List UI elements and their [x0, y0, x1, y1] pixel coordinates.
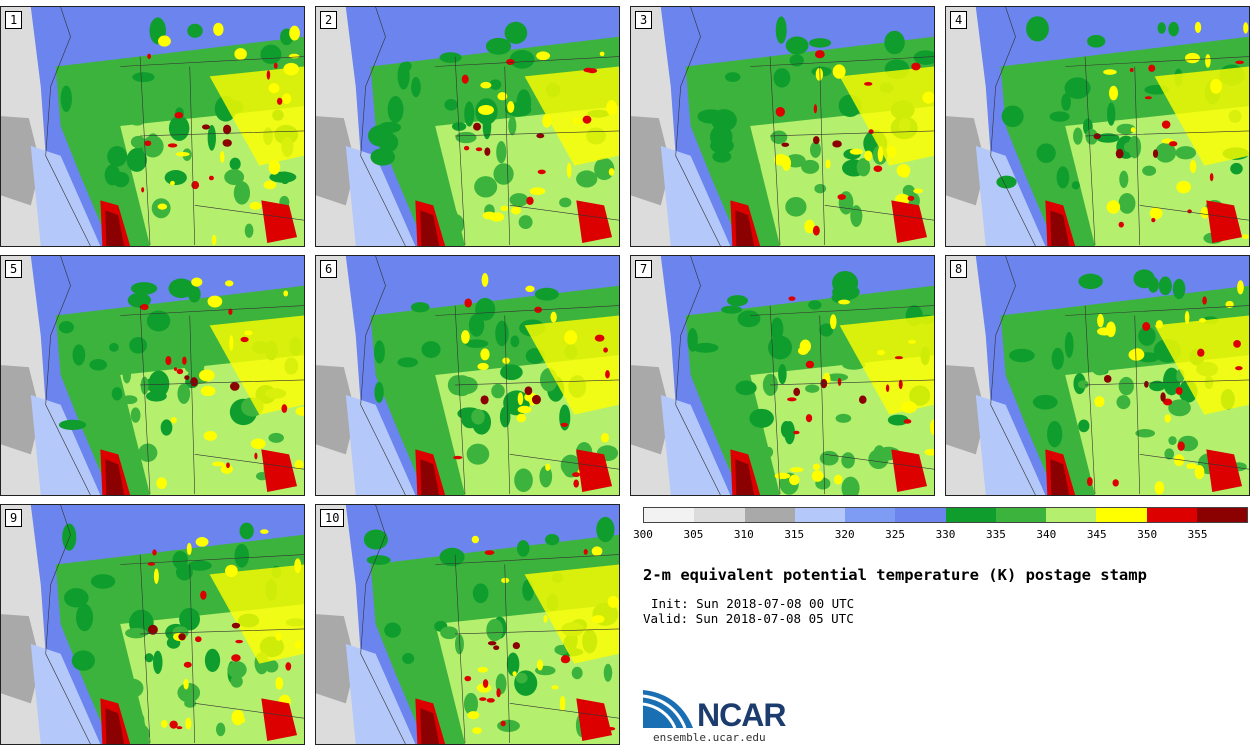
map-field — [631, 256, 934, 495]
colorbar-swatch — [1196, 508, 1247, 522]
colorbar-tick-label: 310 — [733, 528, 754, 541]
colorbar-swatch — [945, 508, 996, 522]
member-panel: 7 — [630, 255, 935, 496]
map-field — [1, 505, 304, 744]
map-field — [316, 7, 619, 246]
member-number-label: 7 — [635, 260, 653, 278]
colorbar-tick-label: 335 — [985, 528, 1006, 541]
member-panel: 1 — [0, 6, 305, 247]
colorbar — [643, 507, 1248, 523]
colorbar-swatch — [845, 508, 896, 522]
valid-time: Valid: Sun 2018-07-08 05 UTC — [643, 611, 854, 626]
member-number-label: 8 — [950, 260, 968, 278]
member-number-label: 1 — [5, 11, 23, 29]
member-panel: 6 — [315, 255, 620, 496]
map-field — [1, 7, 304, 246]
member-number-label: 10 — [320, 509, 345, 527]
colorbar-tick-label: 325 — [885, 528, 906, 541]
colorbar-swatch — [1096, 508, 1147, 522]
colorbar-swatch — [794, 508, 845, 522]
map-field — [1, 256, 304, 495]
colorbar-tick-label: 330 — [935, 528, 956, 541]
member-number-label: 9 — [5, 509, 23, 527]
member-panel: 10 — [315, 504, 620, 745]
ncar-logo-icon — [643, 690, 693, 729]
member-number-label: 2 — [320, 11, 338, 29]
member-number-label: 5 — [5, 260, 23, 278]
colorbar-tick-label: 340 — [1036, 528, 1057, 541]
map-field — [946, 256, 1249, 495]
colorbar-swatch — [744, 508, 795, 522]
member-panel: 8 — [945, 255, 1250, 496]
colorbar-tick-label: 350 — [1137, 528, 1158, 541]
member-panel: 4 — [945, 6, 1250, 247]
plot-title: 2-m equivalent potential temperature (K)… — [643, 566, 1147, 584]
member-number-label: 6 — [320, 260, 338, 278]
colorbar-tick-label: 320 — [834, 528, 855, 541]
member-number-label: 3 — [635, 11, 653, 29]
member-panel: 3 — [630, 6, 935, 247]
colorbar-swatch — [1146, 508, 1197, 522]
colorbar-ticks: 300 305 310 315 320 325 330 335 340 345 350 355 — [633, 528, 1248, 542]
init-time: Init: Sun 2018-07-08 00 UTC — [651, 596, 855, 611]
colorbar-swatch — [895, 508, 946, 522]
colorbar-tick-label: 305 — [683, 528, 704, 541]
member-panel: 9 — [0, 504, 305, 745]
colorbar-swatch — [644, 508, 695, 522]
logo-text: NCAR — [697, 697, 786, 733]
colorbar-swatch — [694, 508, 745, 522]
site-url: ensemble.ucar.edu — [653, 731, 766, 744]
map-field — [631, 7, 934, 246]
map-field — [946, 7, 1249, 246]
member-number-label: 4 — [950, 11, 968, 29]
colorbar-tick-label: 355 — [1187, 528, 1208, 541]
colorbar-swatch — [1046, 508, 1097, 522]
member-panel: 5 — [0, 255, 305, 496]
colorbar-tick-label: 300 — [633, 528, 653, 541]
colorbar-tick-label: 345 — [1086, 528, 1107, 541]
colorbar-tick-label: 315 — [784, 528, 805, 541]
member-panel: 2 — [315, 6, 620, 247]
map-field — [316, 505, 619, 744]
colorbar-swatch — [995, 508, 1046, 522]
map-field — [316, 256, 619, 495]
